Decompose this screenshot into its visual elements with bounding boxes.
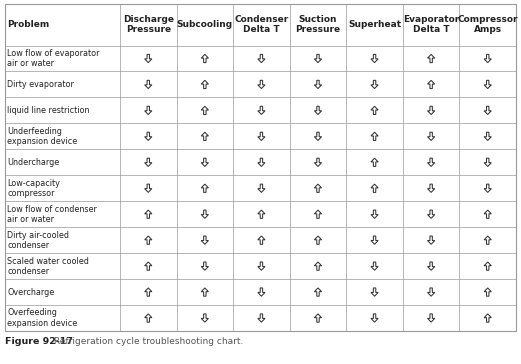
Polygon shape [145, 132, 152, 141]
Polygon shape [371, 262, 378, 270]
Polygon shape [201, 236, 208, 244]
Polygon shape [258, 184, 265, 193]
Polygon shape [145, 184, 152, 193]
Polygon shape [145, 288, 152, 296]
Polygon shape [484, 184, 491, 193]
Polygon shape [258, 288, 265, 296]
Polygon shape [145, 54, 152, 63]
Polygon shape [371, 184, 378, 193]
Polygon shape [258, 262, 265, 270]
Polygon shape [428, 80, 435, 88]
Text: Undercharge: Undercharge [7, 158, 59, 167]
Polygon shape [428, 184, 435, 193]
Text: Low flow of evaporator
air or water: Low flow of evaporator air or water [7, 49, 100, 68]
Polygon shape [428, 262, 435, 270]
Text: Suction
Pressure: Suction Pressure [295, 15, 341, 35]
Polygon shape [258, 236, 265, 244]
Polygon shape [314, 132, 321, 141]
Polygon shape [428, 314, 435, 322]
Text: Refrigeration cycle troubleshooting chart.: Refrigeration cycle troubleshooting char… [51, 337, 243, 346]
Polygon shape [258, 54, 265, 63]
Text: Low flow of condenser
air or water: Low flow of condenser air or water [7, 205, 97, 224]
Polygon shape [258, 80, 265, 88]
Polygon shape [484, 262, 491, 270]
Text: Figure 92-17: Figure 92-17 [5, 337, 73, 346]
Polygon shape [314, 54, 321, 63]
Polygon shape [201, 210, 208, 218]
Polygon shape [201, 158, 208, 166]
Text: Superheat: Superheat [348, 20, 401, 29]
Text: Dirty air-cooled
condenser: Dirty air-cooled condenser [7, 231, 69, 250]
Polygon shape [201, 80, 208, 88]
Polygon shape [201, 106, 208, 115]
Polygon shape [314, 210, 321, 218]
Polygon shape [145, 236, 152, 244]
Text: Subcooling: Subcooling [177, 20, 233, 29]
Polygon shape [314, 236, 321, 244]
Polygon shape [145, 158, 152, 166]
Polygon shape [371, 288, 378, 296]
Text: Overfeeding
expansion device: Overfeeding expansion device [7, 309, 77, 328]
Polygon shape [314, 184, 321, 193]
Polygon shape [371, 236, 378, 244]
Polygon shape [258, 132, 265, 141]
Polygon shape [371, 132, 378, 141]
Polygon shape [484, 236, 491, 244]
Polygon shape [258, 106, 265, 115]
Polygon shape [428, 54, 435, 63]
Polygon shape [201, 184, 208, 193]
Polygon shape [484, 106, 491, 115]
Text: Low-capacity
compressor: Low-capacity compressor [7, 179, 60, 198]
Bar [5, 4, 516, 331]
Polygon shape [258, 314, 265, 322]
Polygon shape [484, 54, 491, 63]
Polygon shape [484, 288, 491, 296]
Text: liquid line restriction: liquid line restriction [7, 106, 90, 115]
Polygon shape [484, 132, 491, 141]
Polygon shape [484, 314, 491, 322]
Polygon shape [201, 288, 208, 296]
Polygon shape [201, 262, 208, 270]
Polygon shape [314, 106, 321, 115]
Text: Compressor
Amps: Compressor Amps [457, 15, 518, 35]
Polygon shape [484, 210, 491, 218]
Polygon shape [428, 210, 435, 218]
Polygon shape [145, 210, 152, 218]
Polygon shape [258, 210, 265, 218]
Polygon shape [428, 236, 435, 244]
Polygon shape [484, 80, 491, 88]
Polygon shape [371, 80, 378, 88]
Text: Dirty evaporator: Dirty evaporator [7, 80, 74, 89]
Polygon shape [201, 132, 208, 141]
Polygon shape [314, 80, 321, 88]
Polygon shape [428, 158, 435, 166]
Polygon shape [314, 288, 321, 296]
Polygon shape [428, 288, 435, 296]
Polygon shape [258, 158, 265, 166]
Polygon shape [314, 262, 321, 270]
Text: Problem: Problem [7, 20, 49, 29]
Polygon shape [145, 314, 152, 322]
Polygon shape [371, 314, 378, 322]
Polygon shape [371, 106, 378, 115]
Polygon shape [371, 54, 378, 63]
Text: Condenser
Delta T: Condenser Delta T [234, 15, 289, 35]
Text: Discharge
Pressure: Discharge Pressure [123, 15, 174, 35]
Polygon shape [428, 132, 435, 141]
Text: Underfeeding
expansion device: Underfeeding expansion device [7, 127, 77, 146]
Polygon shape [371, 210, 378, 218]
Polygon shape [484, 158, 491, 166]
Polygon shape [201, 54, 208, 63]
Polygon shape [314, 314, 321, 322]
Text: Overcharge: Overcharge [7, 288, 54, 297]
Text: Evaporator
Delta T: Evaporator Delta T [403, 15, 460, 35]
Polygon shape [314, 158, 321, 166]
Polygon shape [201, 314, 208, 322]
Polygon shape [371, 158, 378, 166]
Polygon shape [145, 106, 152, 115]
Polygon shape [428, 106, 435, 115]
Polygon shape [145, 262, 152, 270]
Polygon shape [145, 80, 152, 88]
Text: Scaled water cooled
condenser: Scaled water cooled condenser [7, 257, 89, 276]
